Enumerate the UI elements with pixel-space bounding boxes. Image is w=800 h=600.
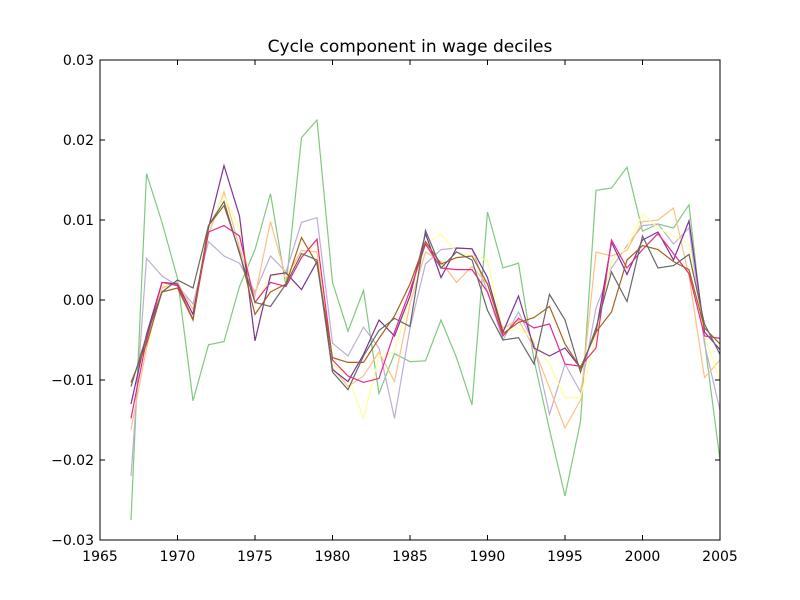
y-tick-label: −0.01 xyxy=(51,373,94,389)
series-layer xyxy=(130,118,720,521)
x-tick-label: 2005 xyxy=(702,549,738,565)
x-tick-label: 1965 xyxy=(82,549,118,565)
y-tick-label: 0.01 xyxy=(63,213,94,229)
x-tick-label: 1980 xyxy=(315,549,351,565)
x-tick-label: 1970 xyxy=(160,549,196,565)
x-tick-label: 1975 xyxy=(237,549,273,565)
chart-title: Cycle component in wage deciles xyxy=(268,37,553,57)
x-tick-label: 1990 xyxy=(470,549,506,565)
x-tick-label: 2000 xyxy=(625,549,661,565)
y-tick-label: 0.02 xyxy=(63,133,94,149)
x-tick-label: 1995 xyxy=(547,549,583,565)
y-axis: 0.03 0.02 0.01 0.00 −0.01 −0.02 −0.03 xyxy=(51,53,720,549)
series-line-1 xyxy=(130,118,720,521)
y-tick-label: −0.03 xyxy=(51,533,94,549)
x-tick-label: 1985 xyxy=(392,549,428,565)
series-line-6 xyxy=(130,224,720,419)
x-axis: 1965 1970 1975 1980 1985 1990 1995 2000 2005 xyxy=(82,60,738,565)
y-tick-label: −0.02 xyxy=(51,453,94,469)
y-tick-label: 0.00 xyxy=(63,293,94,309)
series-line-7 xyxy=(130,204,720,383)
series-line-8 xyxy=(130,200,720,391)
y-tick-label: 0.03 xyxy=(63,53,94,69)
series-line-2 xyxy=(130,216,720,477)
